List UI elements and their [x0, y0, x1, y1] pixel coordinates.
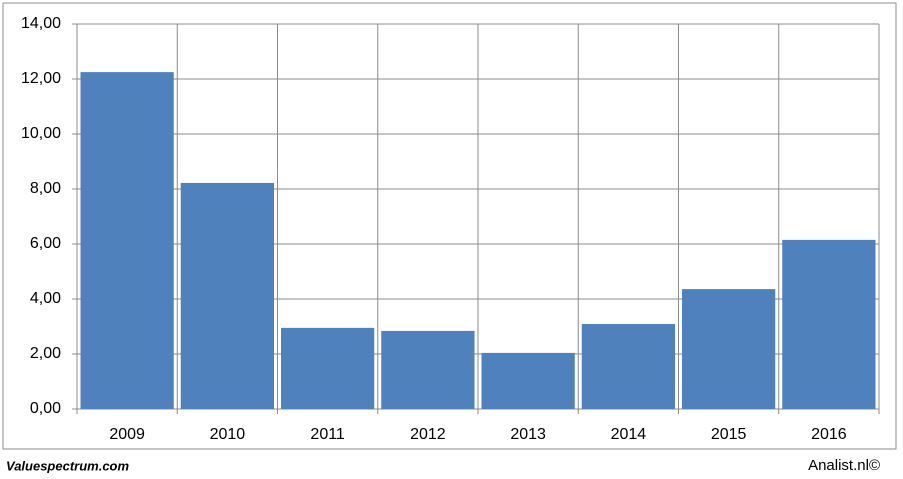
bar [180, 182, 274, 409]
footer-left: Valuespectrum.com [6, 458, 130, 473]
x-tick-label: 2009 [109, 426, 145, 443]
x-tick-label: 2014 [611, 426, 647, 443]
y-tick-label: 0,00 [30, 400, 61, 417]
y-tick-label: 14,00 [21, 15, 61, 32]
bar [782, 239, 876, 409]
x-tick-label: 2015 [711, 426, 747, 443]
bar [381, 330, 475, 409]
x-tick-label: 2010 [210, 426, 246, 443]
bar [80, 72, 174, 409]
bar [682, 289, 776, 409]
y-tick-label: 4,00 [30, 290, 61, 307]
x-tick-label: 2011 [310, 426, 345, 443]
bar [281, 327, 375, 409]
bar [481, 352, 575, 409]
footer-right: Analist.nl© [808, 457, 880, 474]
x-tick-label: 2016 [811, 426, 847, 443]
y-tick-label: 8,00 [30, 180, 61, 197]
x-tick-label: 2012 [410, 426, 446, 443]
x-tick-label: 2013 [510, 426, 546, 443]
y-tick-label: 6,00 [30, 235, 61, 252]
y-tick-label: 10,00 [21, 125, 61, 142]
bar [581, 324, 675, 409]
y-tick-label: 12,00 [21, 70, 61, 87]
y-tick-label: 2,00 [30, 345, 61, 362]
